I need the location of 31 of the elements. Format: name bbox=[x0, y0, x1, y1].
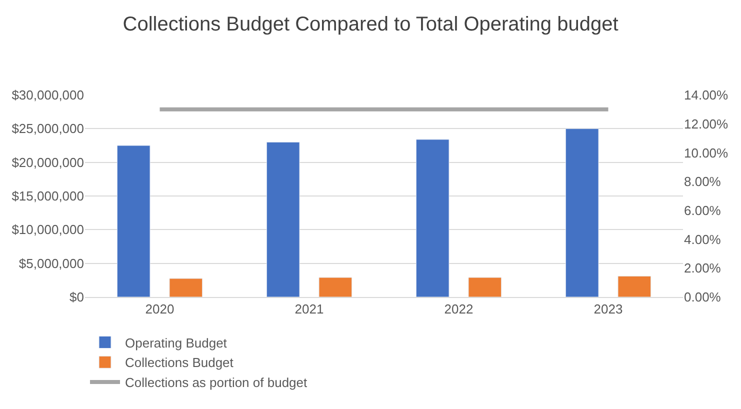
bar bbox=[565, 128, 599, 297]
y-tick-label: $10,000,000 bbox=[12, 222, 84, 238]
y-tick-label: $0 bbox=[70, 290, 84, 305]
y-tick-label: $20,000,000 bbox=[12, 154, 84, 170]
y2-tick-label: 6.00% bbox=[684, 202, 722, 218]
y-tick-label: $25,000,000 bbox=[12, 121, 84, 136]
y2-tick-label: 10.00% bbox=[684, 145, 729, 160]
y2-tick-label: 4.00% bbox=[684, 232, 722, 247]
legend-label: Collections Budget bbox=[125, 355, 234, 370]
y-tick-label: $15,000,000 bbox=[12, 188, 84, 204]
y2-tick-label: 0.00% bbox=[684, 290, 722, 305]
x-tick-label: 2023 bbox=[594, 302, 623, 317]
y-tick-label: $5,000,000 bbox=[18, 256, 84, 271]
bar bbox=[318, 277, 352, 297]
bar bbox=[169, 278, 203, 297]
bar bbox=[416, 139, 450, 297]
bar bbox=[618, 276, 652, 297]
chart-title: Collections Budget Compared to Total Operating budget bbox=[122, 13, 619, 36]
x-tick-label: 2022 bbox=[444, 302, 474, 317]
bar bbox=[266, 142, 300, 297]
y2-tick-label: 2.00% bbox=[684, 260, 722, 276]
y2-tick-label: 8.00% bbox=[684, 174, 722, 190]
bar bbox=[468, 277, 502, 297]
y-tick-label: $30,000,000 bbox=[12, 88, 84, 103]
legend-label: Collections as portion of budget bbox=[125, 375, 308, 390]
bar bbox=[116, 145, 150, 297]
x-tick-label: 2020 bbox=[145, 302, 174, 317]
y2-tick-label: 14.00% bbox=[684, 88, 729, 103]
x-tick-label: 2021 bbox=[294, 302, 324, 317]
legend-label: Operating Budget bbox=[125, 335, 228, 350]
y2-tick-label: 12.00% bbox=[684, 116, 729, 132]
